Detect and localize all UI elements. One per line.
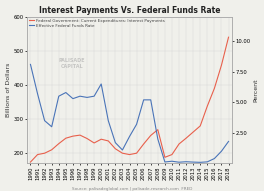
- Text: PALISADE
CAPITAL: PALISADE CAPITAL: [59, 58, 85, 70]
- Text: Source: palisadeglobal.com | palisade-research.com  FRED: Source: palisadeglobal.com | palisade-re…: [72, 187, 192, 191]
- Legend: Federal Government: Current Expenditures: Interest Payments, Effective Federal F: Federal Government: Current Expenditures…: [27, 17, 166, 29]
- Y-axis label: Billions of Dollars: Billions of Dollars: [6, 63, 11, 117]
- Y-axis label: Percent: Percent: [253, 78, 258, 102]
- Title: Interest Payments Vs. Federal Funds Rate: Interest Payments Vs. Federal Funds Rate: [39, 6, 220, 15]
